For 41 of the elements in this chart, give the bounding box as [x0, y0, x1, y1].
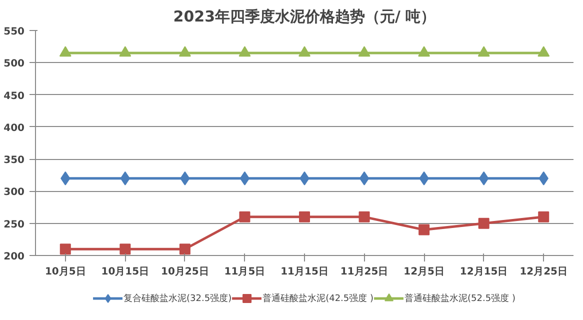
point	[359, 171, 370, 186]
y-tick-label: 250	[4, 219, 25, 230]
y-tick-label: 450	[4, 90, 25, 102]
point	[538, 211, 550, 222]
point	[239, 211, 250, 222]
y-tick-label: 550	[4, 26, 25, 38]
point	[478, 46, 490, 57]
point	[298, 46, 310, 57]
x-tick-label: 12月25日	[520, 266, 568, 278]
x-tick-label: 12月15日	[460, 266, 508, 278]
point	[179, 244, 190, 255]
x-tick-label: 12月5日	[404, 266, 444, 278]
x-tick-label: 11月5日	[224, 266, 266, 278]
y-tick-label: 500	[4, 58, 25, 70]
point	[238, 46, 251, 57]
point	[538, 46, 550, 57]
point	[59, 46, 72, 57]
point	[358, 46, 370, 57]
y-tick-label: 200	[4, 252, 25, 262]
x-tick-label: 10月25日	[161, 266, 209, 278]
point	[418, 224, 430, 236]
point	[240, 171, 250, 186]
x-tick-label: 11月25日	[340, 266, 388, 278]
legend-label: 普通硅酸盐水泥(42.5强度 )	[262, 292, 374, 304]
x-tick-label: 10月5日	[44, 266, 86, 278]
point	[178, 46, 191, 57]
point	[299, 211, 310, 222]
chart-title: 2023年四季度水泥价格趋势（元/ 吨）	[173, 8, 436, 26]
y-tick-label: 350	[4, 155, 25, 166]
point	[418, 46, 430, 57]
x-tick-label: 10月15日	[101, 266, 150, 278]
y-tick-label: 300	[4, 187, 25, 198]
y-tick-label: 400	[4, 122, 25, 134]
point	[60, 244, 71, 255]
point	[120, 244, 131, 255]
x-tick-label: 11月15日	[280, 266, 328, 278]
point	[358, 211, 370, 222]
point	[478, 218, 490, 229]
legend-label: 普通硅酸盐水泥(52.5强度 )	[404, 292, 516, 304]
legend-label: 复合硅酸盐水泥(32.5强度)	[124, 292, 232, 304]
point	[119, 46, 132, 57]
